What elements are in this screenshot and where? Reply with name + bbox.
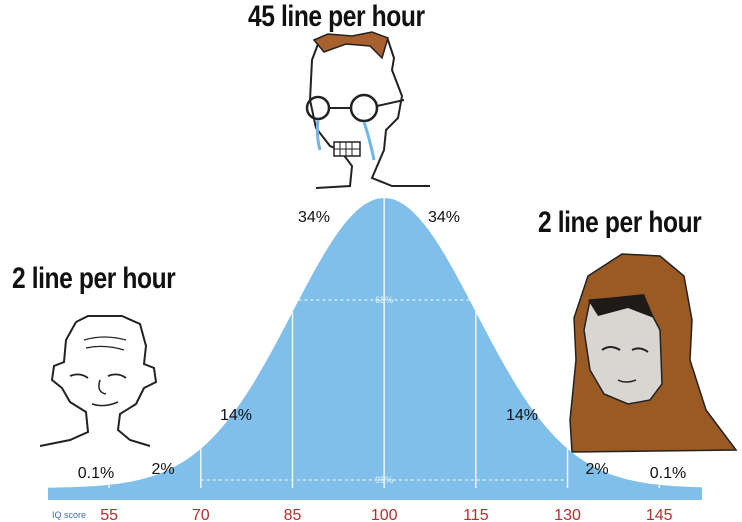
band-label: 2% — [585, 461, 608, 478]
band-labels: 0.1% 2% 14% 34% 34% 14% 2% 0.1% — [78, 209, 686, 482]
band-label: 14% — [220, 407, 252, 424]
x-axis-bar — [48, 488, 702, 500]
band-label: 2% — [151, 461, 174, 478]
range-label: 68% — [375, 295, 393, 305]
band-label: 0.1% — [78, 465, 114, 482]
bell-curve-chart: 68% 95% 0.1% 2% 14% 34% 34% 14% 2% 0.1% 55 70 85 10… — [48, 198, 702, 522]
band-label: 0.1% — [650, 465, 686, 482]
crying-wojak-glasses — [305, 31, 430, 189]
band-label: 14% — [506, 407, 538, 424]
x-tick-label: 130 — [554, 507, 581, 522]
range-labels: 68% 95% — [200, 295, 568, 485]
range-label: 95% — [375, 475, 393, 485]
x-tick-label: 100 — [371, 507, 398, 522]
hooded-doomer-wojak — [569, 253, 738, 453]
x-axis-label: IQ score — [52, 510, 86, 520]
band-label: 34% — [428, 209, 460, 226]
bell-curve-area — [48, 198, 702, 488]
sd-divider-lines — [108, 198, 660, 488]
caption-top: 45 line per hour — [248, 0, 425, 33]
band-label: 34% — [298, 209, 330, 226]
x-tick-label: 70 — [192, 507, 210, 522]
caption-left: 2 line per hour — [12, 262, 176, 295]
x-tick-label: 85 — [284, 507, 302, 522]
x-tick-labels: 55 70 85 100 115 130 145 — [100, 507, 672, 522]
plain-wojak — [39, 315, 158, 447]
x-tick-label: 115 — [463, 507, 489, 522]
x-tick-label: 145 — [646, 507, 673, 522]
x-tick-label: 55 — [100, 507, 118, 522]
caption-right: 2 line per hour — [538, 206, 702, 239]
